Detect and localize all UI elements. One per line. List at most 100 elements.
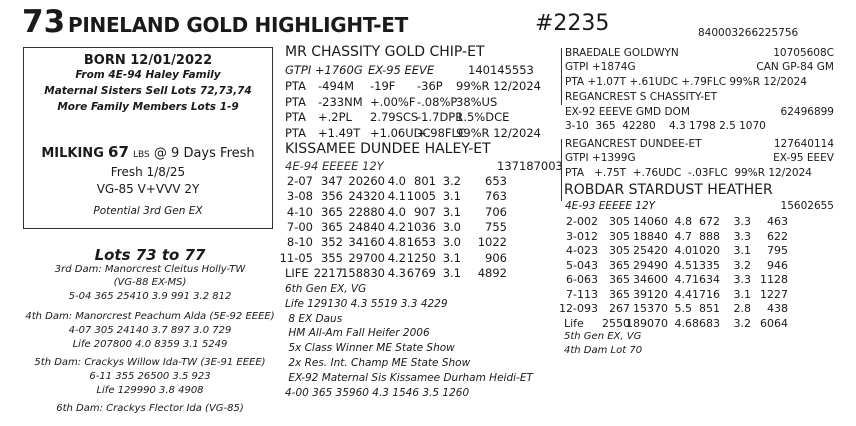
lots-line: 4th Dam: Manorcrest Peachum Alda (5E-92 … [25,311,275,322]
lots-title: Lots 73 to 77 [94,246,206,264]
lots-line: 5-04 365 25410 3.9 991 3.2 812 [68,291,232,302]
record-row: 12-09 3 267 15370 5.5 851 2.8 438 [0,302,800,317]
record-cell: 352 [321,235,343,250]
dam-note: 6th Gen EX, VG [285,283,367,295]
record-cell: 755 [485,219,507,234]
record-cell: 463 [767,215,788,228]
sire-gtpi: GTPI +1760G [285,63,363,77]
record-cell: 3.1 [442,250,461,265]
record-cell: 2550 [602,316,630,330]
record-cell: 3.1 [442,265,461,280]
record-cell: 25420 [633,244,668,257]
dam-dam-note: 5th Gen EX, VG [564,331,642,342]
record-cell: 7-11 [566,287,591,301]
record-cell: 5.5 [674,302,693,315]
record-row: 2-00 2 305 14060 4.8 672 3.3 463 [0,215,800,230]
pta-value: 2.79SCS [370,110,419,124]
record-cell: 34600 [633,273,668,286]
lots-line: 3rd Dam: Manorcrest Cleitus Holly-TW [54,264,246,275]
record-cell: 851 [699,302,720,315]
sire-dam-record: 3-10 365 42280 4.3 1798 2.5 1070 [565,120,766,132]
record-cell: 3 [591,273,598,286]
pta-value: +1.06UDC [370,125,431,140]
record-cell: 3-08 [286,189,313,204]
pta-value: +.98FLC [417,125,466,140]
eid-number: 840003266225756 [698,27,799,39]
record-cell: 3.2 [442,174,461,188]
info-box: BORN 12/01/2022 From 4E-94 Haley Family … [23,47,273,229]
record-cell: 3.1 [733,287,752,301]
pta-value: PTA [285,79,306,93]
record-cell: 4.0 [674,244,693,257]
record-cell: 305 [609,229,630,243]
pta-value: -.08%P [417,94,458,109]
record-cell: 15370 [633,302,668,315]
sire-sire-gtpi: GTPI +1874G [565,61,636,73]
record-cell: 22880 [348,204,385,219]
record-cell: 305 [609,244,630,257]
record-cell: 907 [414,204,436,219]
record-cell: 3.3 [733,215,752,228]
pta-value: PTA [285,94,306,109]
record-cell: 4.8 [674,215,693,228]
record-cell: 4.5 [674,258,693,272]
record-cell: 347 [321,174,343,188]
dam-dam-class: 4E-93 EEEEE 12Y [565,200,656,212]
record-cell: 2 [591,215,598,228]
animal-name: PINELAND GOLD HIGHLIGHT-ET [68,13,408,37]
record-cell: 1022 [477,235,507,250]
record-cell: 3-01 [566,229,591,243]
record-cell: 4892 [477,265,507,280]
milking-line: MILKING 67 LBS @ 9 Days Fresh [24,143,272,161]
record-cell: 365 [609,273,630,286]
record-cell: 1036 [406,219,436,234]
record-cell: 1250 [406,250,436,265]
record-cell: 3.0 [442,219,461,234]
dam-sire-gtpi: GTPI +1399G [565,152,636,164]
lots-line: Life 129990 3.8 4908 [96,385,204,396]
record-cell: 6769 [406,265,436,280]
record-cell: 158830 [341,265,385,280]
record-cell: 11-05 [279,250,313,265]
record-cell: 24840 [348,219,385,234]
record-row: 6-06 3 365 34600 4.7 1634 3.3 1128 [0,273,800,288]
sire-sire-name: BRAEDALE GOLDWYN [565,47,679,59]
pta-value: 38%US [456,94,498,109]
record-cell: 3 [591,258,598,272]
lots-line: (VG-88 EX-MS) [113,277,187,288]
record-row: 4-10 365 22880 4.0 907 3.1 706 [0,205,520,220]
classification: VG-85 V+VVV 2Y [96,182,200,196]
record-cell: 4.1 [387,189,406,204]
dam-dam-note: 4th Dam Lot 70 [564,345,643,356]
record-row: 3-08 356 24320 4.1 1005 3.1 763 [0,189,520,204]
record-cell: 6064 [760,316,788,330]
record-cell: 3.3 [733,229,752,243]
record-cell: 355 [321,250,343,265]
pta-value: -36P [417,79,443,93]
dam-sire-name: REGANCREST DUNDEE-ET [565,138,702,150]
dam-sire-reg: 127640114 [773,138,834,150]
record-cell: 356 [321,189,343,204]
lots-line: 6th Dam: Crackys Flector Ida (VG-85) [56,403,244,414]
record-cell: 4.2 [387,250,406,265]
record-row: 11-05 355 29700 4.2 1250 3.1 906 [0,251,520,266]
dam-note: HM All-Am Fall Heifer 2006 [285,327,430,340]
record-cell: 3.1 [733,244,752,257]
dam-classification: 4E-94 EEEEE 12Y [285,159,384,173]
record-cell: 29490 [633,258,668,272]
record-cell: 438 [767,302,788,315]
record-cell: 2 [591,229,598,243]
record-cell: 906 [485,250,507,265]
pta-value: +1.49T [318,125,361,140]
dam-note: EX-92 Maternal Sis Kissamee Durham Heidi… [285,371,533,384]
record-cell: 1020 [692,244,720,257]
tag-number: #2235 [535,11,610,36]
record-cell: 365 [609,287,630,301]
record-cell: 4.6 [674,316,693,330]
potential-note: Potential 3rd Gen EX [93,205,203,217]
record-cell: 189070 [626,316,668,330]
pta-value: PTA [285,110,306,124]
record-cell: 3.0 [442,235,461,250]
record-cell: 801 [414,174,436,188]
record-cell: 706 [485,204,507,219]
